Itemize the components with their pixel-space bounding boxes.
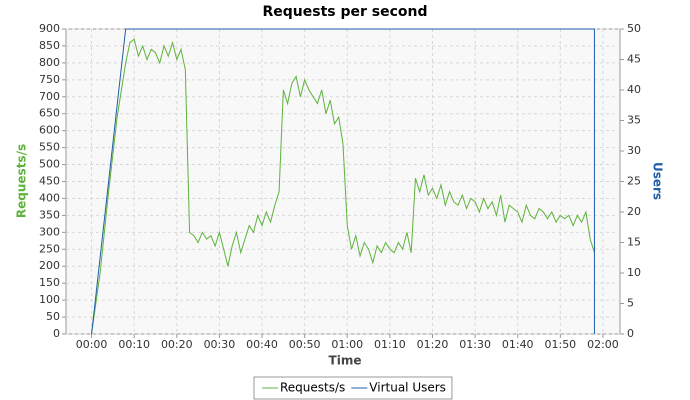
y-tick-label: 250: [39, 242, 60, 255]
y-tick-label: 100: [39, 293, 60, 306]
x-tick-label: 00:30: [204, 338, 236, 351]
y-tick-label: 800: [39, 56, 60, 69]
y-tick-label: 550: [39, 141, 60, 154]
legend-label: Virtual Users: [369, 381, 446, 395]
y-tick-label: 700: [39, 90, 60, 103]
y2-tick-label: 40: [627, 83, 641, 96]
y2-tick-label: 15: [627, 236, 641, 249]
y2-tick-label: 45: [627, 53, 641, 66]
y2-tick-label: 0: [627, 327, 634, 340]
x-tick-label: 00:50: [289, 338, 321, 351]
y-tick-label: 600: [39, 124, 60, 137]
x-tick-label: 01:00: [331, 338, 363, 351]
legend: Requests/s Virtual Users: [253, 376, 453, 400]
y-axis-label: Requests/s: [15, 144, 29, 218]
y-tick-label: 450: [39, 175, 60, 188]
series-line: [91, 38, 595, 335]
chart-title: Requests per second: [262, 4, 427, 20]
y-tick-label: 650: [39, 107, 60, 120]
y2-tick-label: 10: [627, 266, 641, 279]
x-axis-label: Time: [329, 354, 362, 368]
y-tick-label: 750: [39, 73, 60, 86]
y2-tick-label: 5: [627, 297, 634, 310]
y-tick-label: 900: [39, 22, 60, 35]
x-tick-label: 00:10: [118, 338, 150, 351]
y2-tick-label: 20: [627, 205, 641, 218]
y2-tick-label: 35: [627, 114, 641, 127]
series-line: [91, 28, 595, 335]
y-tick-label: 50: [46, 310, 60, 323]
y-tick-label: 850: [39, 39, 60, 52]
x-tick-label: 01:40: [502, 338, 534, 351]
y-tick-label: 300: [39, 225, 60, 238]
x-tick-label: 02:00: [587, 338, 619, 351]
x-tick-label: 00:00: [76, 338, 108, 351]
x-tick-label: 01:10: [374, 338, 406, 351]
y2-tick-label: 30: [627, 144, 641, 157]
x-tick-label: 01:50: [544, 338, 576, 351]
y-tick-label: 500: [39, 158, 60, 171]
y-tick-label: 400: [39, 191, 60, 204]
legend-label: Requests/s: [280, 381, 345, 395]
y-tick-label: 200: [39, 259, 60, 272]
y-tick-label: 0: [53, 327, 60, 340]
x-tick-label: 00:40: [246, 338, 278, 351]
y-tick-label: 150: [39, 276, 60, 289]
y-tick-label: 350: [39, 208, 60, 221]
x-tick-label: 00:20: [161, 338, 193, 351]
y2-axis-label: Users: [651, 162, 665, 200]
x-tick-label: 01:30: [459, 338, 491, 351]
x-tick-label: 01:20: [417, 338, 449, 351]
y2-tick-label: 25: [627, 175, 641, 188]
y2-tick-label: 50: [627, 22, 641, 35]
